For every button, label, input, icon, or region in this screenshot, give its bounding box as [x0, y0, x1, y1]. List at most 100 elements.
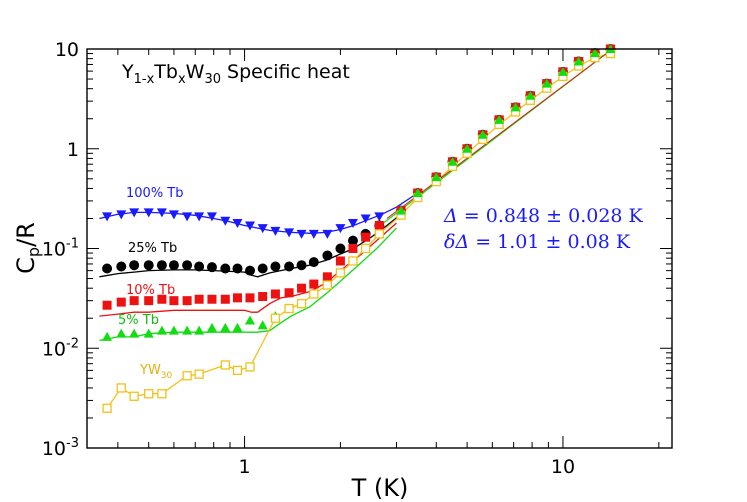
data-point-s0 — [322, 229, 333, 239]
data-point-s0 — [168, 210, 179, 220]
data-point-s3 — [257, 320, 268, 330]
data-point-s4 — [245, 362, 255, 372]
data-point-s0 — [102, 212, 113, 222]
data-point-s1 — [102, 263, 113, 274]
data-point-s3 — [220, 322, 231, 332]
data-point-s2 — [129, 296, 139, 306]
data-point-s0 — [129, 208, 140, 218]
data-point-s0 — [284, 228, 295, 238]
data-point-s1 — [168, 260, 179, 271]
data-point-s1 — [270, 261, 281, 272]
data-point-s2 — [232, 293, 242, 303]
data-point-s2 — [258, 292, 268, 302]
data-point-s1 — [257, 263, 268, 274]
series-label-100pct-tb: 100% Tb — [126, 186, 184, 201]
data-point-s3 — [129, 328, 140, 338]
data-point-s2 — [182, 296, 192, 306]
data-point-s4 — [335, 268, 346, 278]
data-point-s2 — [194, 294, 204, 304]
data-point-s0 — [194, 212, 205, 222]
data-point-s2 — [144, 296, 154, 306]
data-point-s4 — [129, 391, 139, 401]
y-axis-title: Cp/R — [12, 222, 43, 274]
data-point-s2 — [169, 296, 179, 306]
data-point-s4 — [116, 383, 126, 393]
data-point-s4 — [360, 243, 371, 254]
data-point-s0 — [220, 216, 231, 226]
data-point-s3 — [156, 325, 167, 335]
data-point-s0 — [182, 212, 193, 222]
data-point-s4 — [322, 280, 333, 290]
data-point-s3 — [143, 328, 154, 338]
data-point-s4 — [284, 303, 294, 314]
data-point-s3 — [206, 322, 217, 332]
data-point-s3 — [102, 331, 113, 341]
x-tick-label: 10 — [551, 456, 575, 478]
data-point-high-t-s3 — [494, 114, 505, 124]
data-point-s1 — [194, 261, 205, 272]
data-point-s2 — [157, 294, 167, 304]
data-point-s4 — [220, 360, 230, 370]
data-point-s2 — [284, 288, 294, 298]
data-point-s1 — [335, 243, 346, 254]
data-point-s2 — [207, 294, 217, 304]
plot-marks — [99, 44, 616, 413]
data-point-s2 — [297, 283, 307, 293]
series-label-yw30: YW30 — [139, 363, 173, 381]
high-t-fit-line-red — [386, 48, 613, 219]
data-point-s1 — [156, 260, 167, 271]
data-point-s1 — [116, 261, 127, 272]
data-point-s1 — [232, 263, 243, 274]
y-tick-label: 1 — [67, 139, 79, 161]
data-point-high-t-s3 — [541, 78, 552, 88]
data-point-s1 — [308, 257, 319, 268]
data-point-s2 — [322, 272, 332, 282]
data-point-s2 — [220, 294, 230, 304]
data-point-s4 — [270, 313, 281, 323]
data-point-s4 — [144, 389, 154, 399]
data-point-s0 — [143, 208, 154, 218]
data-point-s3 — [244, 315, 255, 325]
data-point-high-t-s3 — [462, 143, 473, 153]
data-point-high-t-s3 — [431, 172, 442, 182]
annotation-delta: Δ = 0.848 ± 0.028 K — [443, 205, 644, 227]
data-point-high-t-s3 — [525, 90, 536, 100]
data-point-s0 — [257, 224, 268, 234]
series-label-5pct-tb: 5% Tb — [118, 313, 159, 328]
data-point-s2 — [361, 232, 371, 242]
data-point-s1 — [284, 261, 295, 272]
data-point-s3 — [116, 328, 127, 338]
series-label-10pct-tb: 10% Tb — [126, 283, 175, 298]
chart-title: Y1-xTbxW30 Specific heat — [121, 61, 350, 87]
data-point-high-t-s3 — [589, 48, 600, 58]
data-point-s0 — [116, 210, 127, 220]
y-tick-label: 10-3 — [42, 436, 79, 460]
data-point-s1 — [244, 265, 255, 276]
x-axis-title: T (K) — [351, 474, 409, 502]
data-point-s4 — [348, 256, 358, 266]
data-point-s1 — [220, 263, 231, 274]
data-point-s4 — [194, 369, 204, 379]
data-point-s1 — [206, 262, 217, 273]
data-point-s0 — [270, 226, 281, 236]
data-point-s2 — [374, 221, 384, 231]
data-point-s2 — [102, 300, 112, 310]
annotation-delta-spread: δΔ = 1.01 ± 0.08 K — [444, 231, 631, 253]
data-point-s0 — [347, 219, 358, 229]
y-tick-label: 10-2 — [42, 336, 79, 360]
data-point-s2 — [309, 279, 319, 289]
data-point-s3 — [194, 325, 205, 335]
data-point-s4 — [182, 371, 192, 381]
data-point-s1 — [347, 235, 358, 246]
data-point-s4 — [309, 289, 319, 299]
data-point-s4 — [102, 403, 112, 413]
data-point-s3 — [182, 325, 193, 335]
series-label-25pct-tb: 25% Tb — [128, 241, 177, 256]
data-point-s4 — [374, 229, 384, 239]
data-point-s3 — [232, 322, 243, 332]
data-point-s0 — [296, 229, 307, 239]
data-point-s1 — [182, 260, 193, 271]
data-point-high-t-s3 — [447, 156, 458, 166]
data-point-s1 — [296, 260, 307, 271]
